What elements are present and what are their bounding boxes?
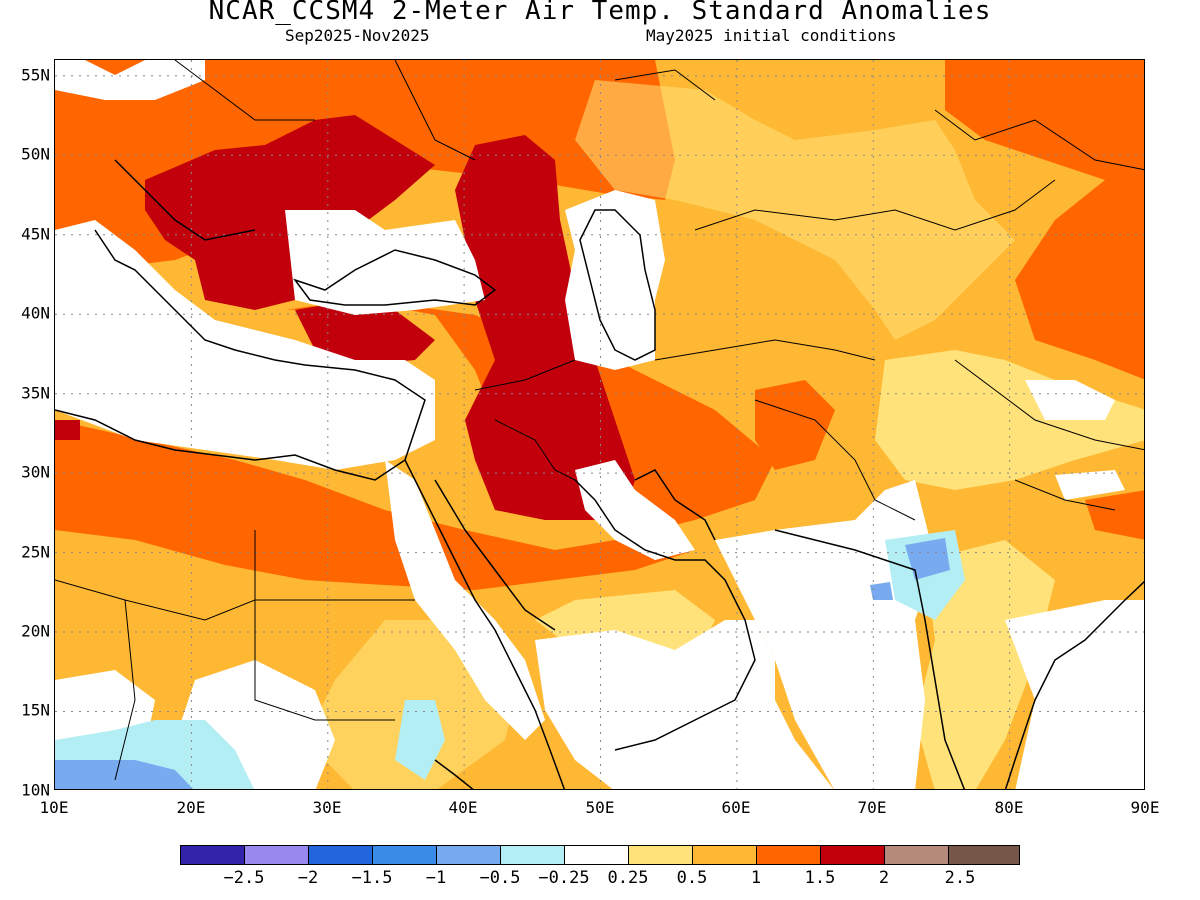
lon-label-80e: 80E (994, 798, 1024, 817)
colorbar-label: −0.25 (538, 868, 590, 888)
anomaly-afghanistan-spot (755, 380, 835, 470)
colorbar-label: −0.5 (479, 868, 521, 888)
colorbar-label: 2 (878, 868, 890, 888)
anomaly-myanmar (1085, 490, 1144, 540)
neutral-red-sea (385, 460, 545, 740)
colorbar-swatch (628, 845, 693, 865)
colorbar-swatch (180, 845, 245, 865)
colorbar-label: 0.5 (676, 868, 708, 888)
lat-label-15n: 15N (21, 700, 50, 720)
neutral-tibet-spot-2 (1055, 470, 1125, 500)
colorbar-swatch (756, 845, 821, 865)
lat-label-35n: 35N (21, 383, 50, 403)
anomaly-map (54, 59, 1145, 790)
lon-label-50e: 50E (585, 798, 615, 817)
anomaly-anatolia (295, 300, 435, 365)
colorbar-label: −1.5 (351, 868, 393, 888)
cool-gujarat (870, 582, 893, 600)
lon-label-10e: 10E (39, 798, 69, 817)
colorbar-label: −2.5 (223, 868, 265, 888)
colorbar-swatch (692, 845, 757, 865)
colorbar-label: 0.25 (607, 868, 649, 888)
neutral-persian-gulf (575, 460, 695, 560)
colorbar-label: −1 (425, 868, 447, 888)
colorbar-swatch (372, 845, 437, 865)
lon-label-90e: 90E (1130, 798, 1160, 817)
anomaly-india-light (915, 540, 1055, 789)
coastlines (55, 159, 1144, 789)
neutral-mediterranean (55, 220, 435, 470)
colorbar-label: 2.5 (944, 868, 976, 888)
lon-label-20e: 20E (176, 798, 206, 817)
anomaly-tunisia (55, 420, 80, 440)
neutral-scandinavia (55, 60, 205, 100)
lat-label-50n: 50N (21, 144, 50, 164)
lat-label-40n: 40N (21, 303, 50, 323)
forecast-period: Sep2025-Nov2025 (285, 26, 430, 45)
initial-conditions: May2025 initial conditions (646, 26, 897, 45)
lon-label-70e: 70E (857, 798, 887, 817)
lat-label-25n: 25N (21, 542, 50, 562)
colorbar-swatch (884, 845, 949, 865)
neutral-black-sea (285, 210, 485, 315)
map-grid (55, 60, 1144, 789)
colorbar-swatch (564, 845, 629, 865)
anomaly-mongolia (945, 60, 1144, 380)
anomaly-north-africa-arabia (55, 420, 695, 590)
anomaly-map-svg (55, 60, 1144, 789)
colorbar-swatch (820, 845, 885, 865)
cool-india-inner (905, 538, 950, 580)
anomaly-volga-mesopotamia (455, 135, 635, 520)
neutral-caspian (565, 190, 665, 370)
colorbar-swatch (244, 845, 309, 865)
colorbar-swatch (500, 845, 565, 865)
anomaly-kazakhstan-light (575, 80, 1015, 340)
colorbar-swatch (436, 845, 501, 865)
map-title: NCAR_CCSM4 2-Meter Air Temp. Standard An… (208, 0, 992, 26)
neutral-arabian-sea (535, 620, 834, 789)
colorbar-label: 1.5 (804, 868, 836, 888)
colorbar-swatch (948, 845, 1020, 865)
lon-label-40e: 40E (448, 798, 478, 817)
lon-label-60e: 60E (721, 798, 751, 817)
neutral-bay-of-bengal (1005, 600, 1144, 789)
borders (55, 60, 1144, 781)
colorbar-swatch (308, 845, 373, 865)
neutral-tibet-spot (1025, 380, 1115, 420)
lat-label-30n: 30N (21, 462, 50, 482)
lat-label-55n: 55N (21, 65, 50, 85)
lat-label-45n: 45N (21, 224, 50, 244)
cool-ethiopia (395, 700, 445, 780)
lat-label-20n: 20N (21, 621, 50, 641)
cool-lake-chad-inner (55, 760, 194, 789)
colorbar-label: −2 (297, 868, 319, 888)
lat-label-10n: 10N (21, 780, 50, 800)
lon-label-30e: 30E (312, 798, 342, 817)
colorbar-label: 1 (750, 868, 762, 888)
